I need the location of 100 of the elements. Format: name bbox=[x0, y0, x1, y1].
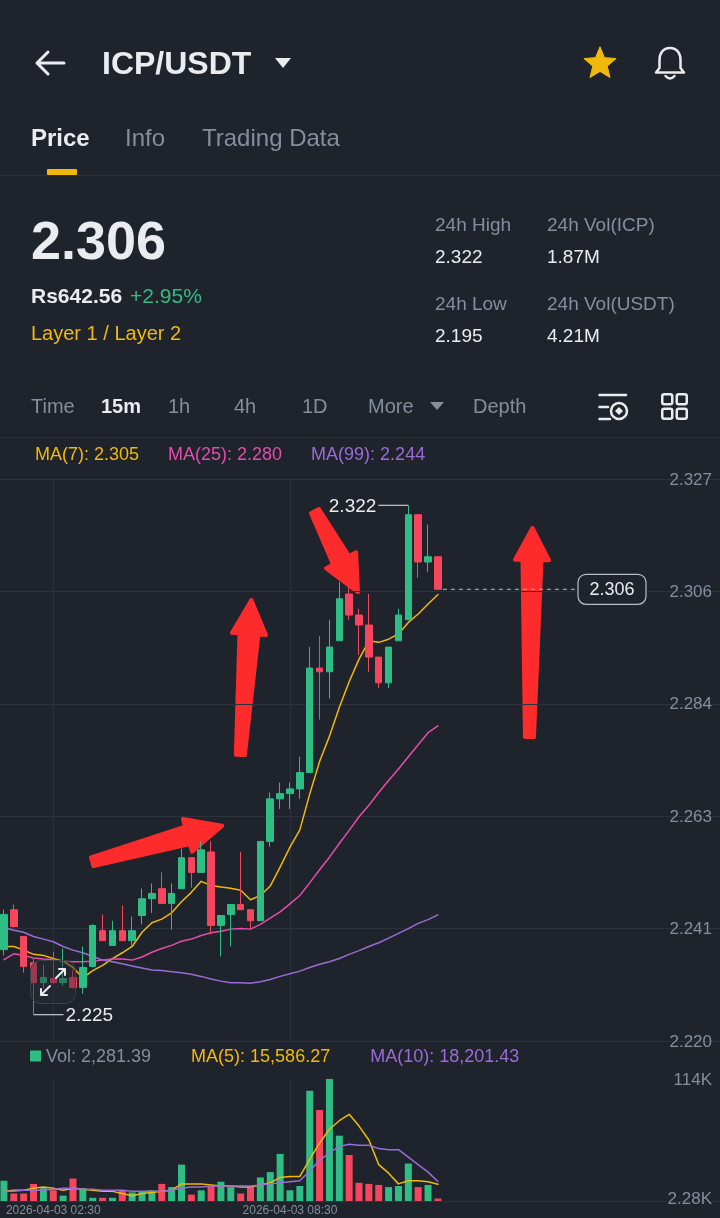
candlestick bbox=[217, 914, 225, 957]
candlestick bbox=[306, 646, 313, 774]
text: 24h Vol(ICP) bbox=[547, 213, 655, 235]
text: 4.21M bbox=[547, 324, 600, 346]
annotation: 2.322 bbox=[328, 494, 377, 516]
bar bbox=[256, 1177, 264, 1201]
bar bbox=[286, 1190, 294, 1201]
text: 15m bbox=[101, 395, 142, 417]
candlestick bbox=[128, 916, 136, 946]
bar bbox=[187, 1194, 195, 1201]
candlestick bbox=[168, 882, 175, 931]
bar bbox=[306, 1090, 314, 1201]
y-tick-label: 2.28K bbox=[667, 1189, 713, 1209]
bar bbox=[10, 1193, 18, 1201]
y-tick-label: 2.284 bbox=[669, 694, 712, 714]
candlestick bbox=[178, 848, 185, 890]
bar bbox=[197, 1190, 205, 1201]
y-tick-label: 2.220 bbox=[669, 1031, 712, 1051]
candlestick bbox=[79, 945, 87, 995]
candlestick bbox=[20, 935, 27, 974]
bar bbox=[385, 1187, 393, 1201]
text: 24h Vol(USDT) bbox=[547, 292, 675, 314]
candlestick bbox=[395, 608, 402, 642]
candlestick bbox=[138, 888, 146, 925]
bar bbox=[316, 1110, 324, 1201]
candlestick bbox=[0, 909, 8, 956]
candlestick bbox=[148, 882, 156, 914]
bar bbox=[59, 1195, 67, 1201]
y-tick-label: 114K bbox=[673, 1069, 713, 1089]
text: 1h bbox=[168, 395, 191, 417]
text: 2.195 bbox=[435, 324, 483, 346]
bar bbox=[20, 1193, 28, 1201]
text: 24h Low bbox=[435, 292, 507, 314]
y-tick-label: 2.327 bbox=[669, 469, 712, 489]
text: 24h High bbox=[435, 213, 512, 235]
x-tick-label: 2026-04-03 08:30 bbox=[242, 1203, 338, 1217]
text: 4h bbox=[234, 395, 257, 417]
candlestick bbox=[247, 909, 254, 931]
text: 1.87M bbox=[547, 245, 600, 267]
text: Trading Data bbox=[202, 124, 340, 151]
bar bbox=[375, 1184, 383, 1201]
candlestick bbox=[405, 504, 412, 621]
bar bbox=[355, 1182, 363, 1201]
text: Info bbox=[125, 124, 166, 151]
bar bbox=[296, 1186, 304, 1201]
text: +2.95% bbox=[130, 283, 202, 307]
text: MA(5): 15,586.27 bbox=[191, 1046, 331, 1066]
candlestick bbox=[158, 871, 166, 904]
candlestick bbox=[336, 581, 343, 642]
candlestick bbox=[414, 514, 422, 579]
bar bbox=[276, 1153, 284, 1201]
candlestick bbox=[355, 608, 363, 656]
bar bbox=[237, 1193, 245, 1201]
y-tick-label: 2.263 bbox=[669, 806, 712, 826]
candlestick bbox=[424, 524, 432, 573]
text: Rs642.56 bbox=[31, 283, 123, 307]
bar bbox=[69, 1178, 77, 1201]
candlestick bbox=[109, 920, 116, 946]
text: 2.322 bbox=[435, 245, 483, 267]
candlestick bbox=[316, 635, 323, 721]
candlestick bbox=[188, 857, 195, 889]
text: Time bbox=[31, 395, 75, 417]
candlestick bbox=[326, 619, 333, 700]
text: MA(99): 2.244 bbox=[311, 444, 426, 464]
candlestick bbox=[276, 782, 284, 810]
x-tick-label: 2026-04-03 02:30 bbox=[5, 1203, 101, 1217]
candlestick bbox=[237, 851, 244, 911]
bar bbox=[0, 1180, 8, 1201]
bar bbox=[335, 1135, 343, 1201]
legend-label: Vol: 2,281.39 bbox=[46, 1046, 152, 1066]
text: Price bbox=[31, 124, 90, 151]
text: 1D bbox=[302, 395, 328, 417]
text: 2.306 bbox=[31, 210, 167, 270]
candlestick bbox=[375, 656, 382, 689]
candlestick bbox=[286, 782, 294, 810]
bar bbox=[266, 1172, 274, 1201]
text: Depth bbox=[473, 395, 527, 417]
line-series bbox=[3, 1113, 439, 1197]
bar bbox=[394, 1186, 402, 1201]
candlestick bbox=[434, 556, 442, 590]
candlestick bbox=[69, 969, 77, 989]
candlestick bbox=[10, 903, 18, 929]
candlestick bbox=[227, 903, 235, 947]
bar bbox=[227, 1187, 235, 1201]
line-series bbox=[3, 725, 439, 963]
candlestick bbox=[365, 593, 373, 673]
text: MA(7): 2.305 bbox=[35, 444, 140, 464]
line-series bbox=[3, 1143, 439, 1193]
candlestick bbox=[257, 840, 264, 922]
text: ICP/USDT bbox=[102, 45, 252, 81]
candlestick bbox=[99, 913, 106, 942]
bar bbox=[247, 1187, 255, 1201]
candlestick bbox=[266, 792, 274, 848]
bar bbox=[49, 1190, 57, 1201]
bar bbox=[424, 1184, 432, 1201]
candlestick bbox=[345, 586, 353, 621]
candlestick bbox=[197, 840, 205, 873]
candlestick bbox=[89, 923, 96, 968]
text: More bbox=[368, 395, 414, 417]
text: MA(10): 18,201.43 bbox=[370, 1046, 520, 1066]
